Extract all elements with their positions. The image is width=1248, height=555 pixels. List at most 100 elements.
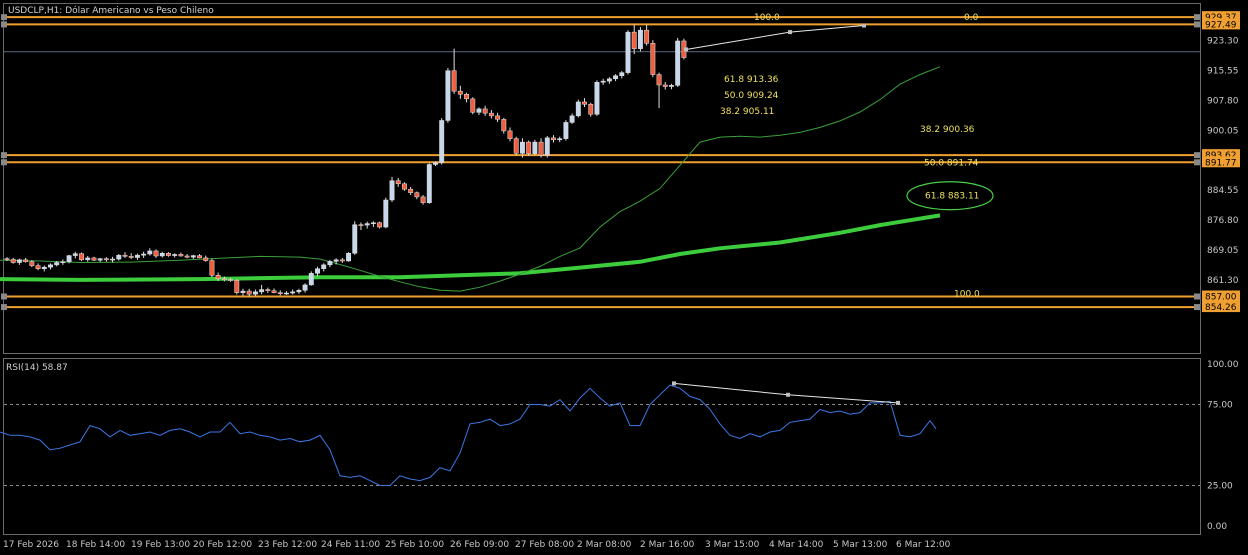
line-handle bbox=[1, 159, 7, 166]
candle-bearish bbox=[339, 259, 345, 262]
candle-bearish bbox=[588, 104, 594, 115]
candle-bullish bbox=[290, 291, 296, 294]
line-handle bbox=[1194, 293, 1200, 300]
trendline-handle bbox=[862, 23, 866, 28]
candle-bullish bbox=[48, 264, 53, 268]
line-handle bbox=[1, 152, 7, 159]
fib-level-label: 61.8 883.11 bbox=[925, 192, 979, 202]
fib-level-label: 50.0 909.24 bbox=[724, 91, 779, 101]
candle-bearish bbox=[501, 119, 507, 132]
candle-bearish bbox=[631, 31, 637, 49]
time-axis-label: 3 Mar 15:00 bbox=[705, 540, 760, 550]
candle-bearish bbox=[507, 130, 513, 139]
moving-average-fast bbox=[0, 66, 941, 292]
candle-bearish bbox=[401, 183, 407, 190]
candle-bullish bbox=[296, 290, 302, 293]
trendline-handle bbox=[672, 381, 676, 386]
price-axis-label: 923.30 bbox=[1207, 37, 1239, 47]
candle-bullish bbox=[669, 85, 674, 87]
candle-bearish bbox=[582, 101, 587, 105]
candle-bullish bbox=[364, 223, 370, 226]
candle-bearish bbox=[153, 250, 159, 257]
candle-bullish bbox=[72, 253, 78, 256]
price-tag bbox=[1202, 156, 1240, 168]
candle-bearish bbox=[184, 255, 190, 258]
fib-highlight-ellipse bbox=[906, 181, 994, 211]
candle-bearish bbox=[482, 108, 488, 114]
line-handle bbox=[1194, 304, 1200, 311]
candle-bullish bbox=[159, 253, 165, 257]
rsi-line bbox=[0, 384, 937, 486]
candle-bullish bbox=[327, 261, 333, 266]
trendline-handle bbox=[684, 47, 688, 52]
candle-bearish bbox=[228, 279, 234, 281]
fib-level-label: 50.0 891.74 bbox=[924, 158, 979, 168]
candle-bullish bbox=[141, 253, 147, 256]
candle-bullish bbox=[308, 273, 314, 286]
candle-bullish bbox=[240, 290, 246, 293]
trendline-handle bbox=[788, 30, 792, 35]
candle-bearish bbox=[79, 253, 84, 261]
candle-bullish bbox=[370, 222, 376, 225]
trendline-handle bbox=[896, 400, 900, 405]
candle-bearish bbox=[464, 93, 469, 100]
candle-bullish bbox=[675, 40, 681, 86]
candle-bullish bbox=[594, 82, 600, 115]
candle-bearish bbox=[451, 70, 457, 92]
price-tag bbox=[1202, 149, 1240, 161]
price-tag bbox=[1202, 301, 1240, 313]
candle-bearish bbox=[377, 222, 383, 228]
candle-bullish bbox=[333, 259, 339, 262]
time-axis-label: 6 Mar 12:00 bbox=[896, 540, 951, 550]
main-pane-frame bbox=[3, 3, 1201, 354]
candle-bullish bbox=[426, 164, 432, 203]
price-axis-label: 876.80 bbox=[1207, 216, 1239, 226]
rsi-axis-label: 75.00 bbox=[1207, 401, 1233, 411]
candle-bearish bbox=[128, 256, 134, 258]
time-axis-label: 5 Mar 13:00 bbox=[833, 540, 888, 550]
candle-bearish bbox=[495, 115, 501, 120]
time-axis-label: 27 Feb 08:00 bbox=[515, 540, 574, 550]
candle-bearish bbox=[408, 188, 414, 193]
candle-bearish bbox=[662, 84, 668, 87]
candle-bullish bbox=[476, 108, 482, 113]
candle-bearish bbox=[178, 254, 184, 257]
time-axis-label: 2 Mar 08:00 bbox=[577, 540, 632, 550]
time-axis-label: 4 Mar 14:00 bbox=[769, 540, 824, 550]
candle-bullish bbox=[637, 29, 643, 49]
candle-bearish bbox=[513, 138, 519, 154]
candle-bullish bbox=[321, 264, 327, 269]
time-axis-label: 2 Mar 16:00 bbox=[640, 540, 695, 550]
candle-bearish bbox=[277, 292, 283, 294]
candle-bullish bbox=[346, 253, 352, 262]
candle-bullish bbox=[66, 255, 72, 263]
price-trendline bbox=[685, 25, 865, 50]
line-handle bbox=[1, 293, 7, 300]
candle-bearish bbox=[246, 290, 252, 295]
fib-level-label: 100.0 bbox=[954, 290, 980, 300]
price-axis-label: 915.55 bbox=[1207, 66, 1239, 76]
candle-bullish bbox=[134, 254, 140, 258]
fib-level-label: 38.2 900.36 bbox=[920, 125, 975, 135]
candle-bullish bbox=[519, 141, 525, 154]
candle-bearish bbox=[551, 137, 556, 141]
time-axis-label: 26 Feb 09:00 bbox=[450, 540, 509, 550]
rsi-pane-frame bbox=[3, 358, 1201, 535]
candle-bearish bbox=[166, 253, 171, 256]
candle-bullish bbox=[41, 266, 47, 269]
rsi-axis-label: 0.00 bbox=[1207, 522, 1227, 532]
candle-bearish bbox=[103, 258, 109, 261]
candle-bullish bbox=[85, 257, 91, 261]
candle-bearish bbox=[488, 112, 494, 117]
candle-bearish bbox=[203, 257, 209, 261]
line-handle bbox=[1194, 21, 1200, 28]
fib-level-label: 38.2 905.11 bbox=[720, 107, 774, 117]
candle-bullish bbox=[172, 254, 178, 256]
candle-bearish bbox=[197, 255, 202, 259]
candle-bearish bbox=[271, 290, 277, 293]
candle-bearish bbox=[526, 141, 532, 154]
candle-bullish bbox=[97, 258, 103, 261]
price-tag-label: 854.26 bbox=[1205, 303, 1237, 313]
fib-level-label: 100.0 bbox=[754, 13, 780, 23]
